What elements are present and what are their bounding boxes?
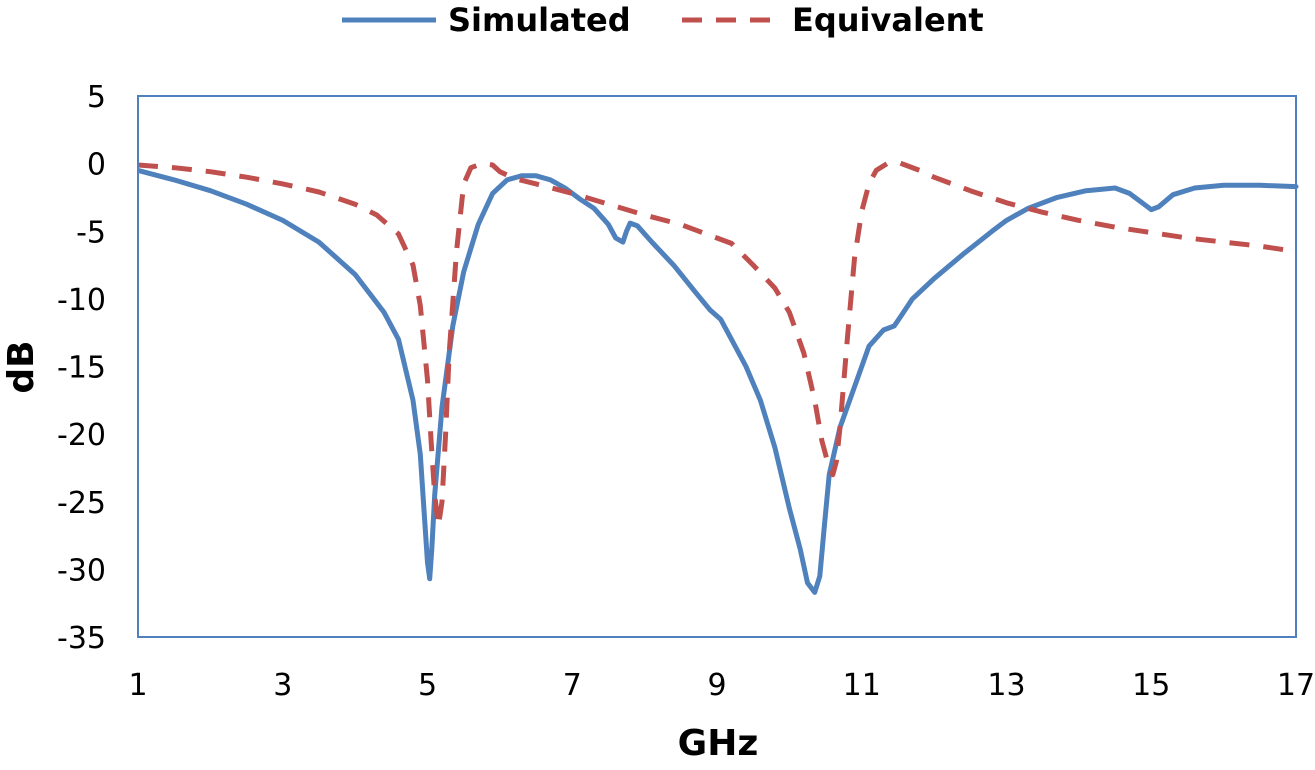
y-tick-label: -15 [57,351,106,386]
y-tick-label: -25 [57,486,106,521]
plot-area [137,95,1299,638]
x-tick-label: 11 [843,668,881,703]
x-axis-title: GHz [678,723,759,764]
y-tick-label: -10 [57,283,106,318]
y-axis-title: dB [1,340,42,393]
y-tick-label: 5 [87,80,106,115]
x-tick-label: 5 [418,668,437,703]
legend-item-equivalent: Equivalent [682,1,984,39]
legend-label: Simulated [448,1,631,39]
y-tick-label: -35 [57,621,106,656]
y-tick-label: -5 [76,215,106,250]
legend-label: Equivalent [792,1,984,39]
y-tick-label: -20 [57,418,106,453]
x-tick-label: 13 [987,668,1025,703]
x-tick-label: 15 [1132,668,1170,703]
x-tick-label: 17 [1277,668,1315,703]
x-tick-label: 1 [128,668,147,703]
x-tick-label: 7 [563,668,582,703]
plot-frame [137,95,1297,638]
y-tick-label: -30 [57,553,106,588]
x-tick-label: 3 [273,668,292,703]
legend: Simulated Equivalent [342,1,984,39]
y-tick-label: 0 [87,148,106,183]
series-line-equivalent [138,159,1297,529]
series-line-simulated [138,167,1299,595]
legend-item-simulated: Simulated [342,1,631,39]
x-tick-label: 9 [707,668,726,703]
